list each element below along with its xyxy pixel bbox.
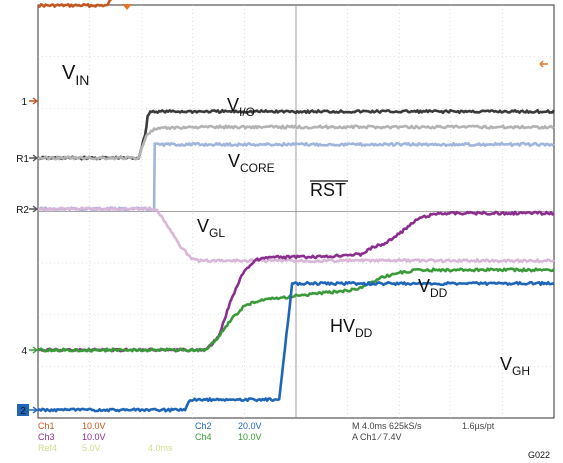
figure-id: G022 [528,450,550,460]
ground-marker-2: 2 [20,406,26,417]
readout-cell: M 4.0ms 625kS/s [352,421,422,431]
label-v-dd: VDD [418,276,448,300]
ground-marker-r2: R2 [16,205,29,216]
label-v-i-o: VI/O [227,95,255,119]
trace-labels: VIN VI/O VCORE RST VGL VDD HVDD VGH [62,62,530,378]
readout-cell: A Ch1 ⁄ 7.4V [352,432,402,442]
ground-marker-arrow [29,346,39,354]
ground-markers: 1 R1 R2 4 2 [16,97,39,417]
readout-cell: Ch1 [38,421,55,431]
trace-hv-dd [37,267,555,353]
ground-marker-box [17,404,29,416]
label-rst: RST [310,180,346,200]
readout-cell: 4.0ms [148,443,173,453]
ground-marker-arrow [29,154,39,162]
trace-v-gh [37,280,555,413]
label-v-core: VCORE [228,151,275,175]
label-hv-dd: HVDD [330,316,373,340]
ground-marker-arrow [29,97,39,105]
readout-cell: Ref4 [38,443,57,453]
trace-v-gl [37,206,555,264]
trace-v-core [37,124,555,161]
trigger-level-marker [539,60,548,68]
readout-cell: 5.0V [82,443,101,453]
ground-marker-r1: R1 [16,154,29,165]
trigger-position-marker [122,4,132,10]
readout-cell: 20.0V [238,421,262,431]
readout-cell: 10.0V [82,432,106,442]
scope-readout: Ch1 10.0V Ch2 20.0V M 4.0ms 625kS/s 1.6µs/pt C… [38,421,495,453]
readout-cell: Ch2 [195,421,212,431]
readout-cell: 10.0V [238,432,262,442]
ground-marker-1: 1 [21,97,27,108]
label-v-gl: VGL [197,216,225,240]
ground-marker-arrow [29,205,39,213]
ground-marker-arrow [29,406,39,414]
ground-marker-4: 4 [21,346,27,357]
readout-cell: Ch4 [195,432,212,442]
readout-cell: Ch3 [38,432,55,442]
readout-cell: 10.0V [82,421,106,431]
label-v-gh: VGH [500,354,530,378]
label-v-in: VIN [62,62,89,88]
traces [36,0,556,413]
readout-cell: 1.6µs/pt [462,421,495,431]
